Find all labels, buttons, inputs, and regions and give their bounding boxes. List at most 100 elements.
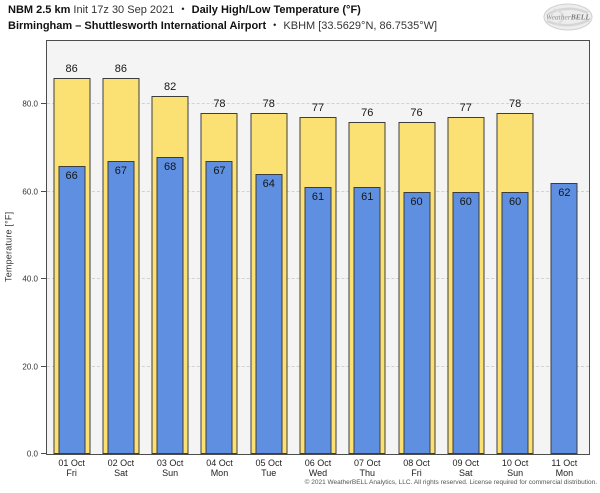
bullet-separator: •	[181, 4, 185, 14]
low-value-label: 60	[410, 195, 423, 208]
low-value-label: 61	[361, 191, 374, 204]
x-tick: 02 Oct Sat	[96, 454, 145, 478]
x-tick-date: 01 Oct	[58, 458, 85, 468]
x-tick-date: 02 Oct	[107, 458, 135, 468]
svg-text:WeatherBELL: WeatherBELL	[546, 13, 590, 22]
station-name: Birmingham – Shuttlesworth International…	[8, 20, 267, 32]
logo-text-weather: Weather	[546, 13, 571, 22]
x-tick-day: Fri	[66, 468, 77, 478]
bar-group: 77 61 06 Oct Wed	[293, 41, 342, 478]
chart-title-line2: Birmingham – Shuttlesworth International…	[8, 20, 437, 32]
x-tick: 08 Oct Fri	[392, 454, 441, 478]
low-value-label: 60	[508, 195, 522, 208]
y-tick-label: 0.0	[26, 449, 38, 459]
weatherbell-logo-icon: WeatherBELL	[542, 2, 594, 37]
x-tick-date: 09 Oct	[452, 458, 480, 468]
bar-group: 86 66 01 Oct Fri	[47, 41, 96, 478]
high-value-label: 76	[361, 106, 374, 119]
x-tick-date: 08 Oct	[403, 458, 430, 468]
bar-group: 82 68 03 Oct Sun	[146, 41, 195, 478]
y-tick-mark	[41, 103, 46, 105]
bullet-separator: •	[273, 20, 277, 30]
x-tick-date: 03 Oct	[156, 458, 184, 468]
x-tick-day: Mon	[555, 468, 574, 478]
x-tick: 07 Oct Thu	[343, 454, 392, 478]
x-tick-day: Sun	[162, 468, 179, 478]
station-id-coords: KBHM [33.5629°N, 86.7535°W]	[283, 20, 438, 32]
x-tick: 01 Oct Fri	[47, 454, 96, 478]
low-value-label: 62	[558, 187, 571, 200]
low-value-label: 64	[262, 178, 275, 191]
x-tick-day: Sun	[507, 468, 524, 478]
x-tick: 11 Oct Mon	[540, 454, 589, 478]
bar-group: 78 64 05 Oct Tue	[244, 41, 293, 478]
bar-group: 62 11 Oct Mon	[540, 41, 589, 478]
low-value-label: 67	[114, 165, 128, 178]
low-value-label: 61	[311, 191, 325, 204]
x-tick-day: Thu	[359, 468, 376, 478]
low-bar	[156, 156, 184, 454]
low-bar	[452, 191, 480, 454]
high-value-label: 76	[410, 106, 423, 119]
product-name: Daily High/Low Temperature (°F)	[191, 4, 361, 16]
bar-group: 78 67 04 Oct Mon	[195, 41, 244, 478]
x-tick-date: 05 Oct	[255, 458, 282, 468]
low-bar	[107, 161, 135, 454]
y-tick-label: 20.0	[22, 362, 38, 372]
bar-group: 86 67 02 Oct Sat	[96, 41, 145, 478]
init-time: Init 17z 30 Sep 2021	[73, 4, 175, 16]
x-tick: 03 Oct Sun	[146, 454, 195, 478]
y-tick-label: 40.0	[22, 274, 38, 284]
y-tick-mark	[41, 278, 46, 280]
x-tick: 06 Oct Wed	[293, 454, 342, 478]
y-tick-mark	[41, 190, 46, 192]
model-name: NBM 2.5 km	[8, 4, 71, 16]
high-value-label: 77	[459, 102, 472, 115]
bar-group: 77 60 09 Oct Sat	[441, 41, 490, 478]
x-tick-day: Sat	[114, 468, 128, 478]
x-tick-date: 10 Oct	[501, 458, 529, 468]
gridline	[47, 103, 589, 105]
high-value-label: 82	[164, 80, 177, 93]
x-tick-day: Sat	[459, 468, 473, 478]
high-value-label: 86	[65, 63, 78, 76]
low-bar	[501, 191, 529, 454]
copyright-notice: © 2021 WeatherBELL Analytics, LLC. All r…	[304, 479, 597, 486]
x-tick-day: Wed	[308, 468, 328, 478]
y-tick-mark	[41, 365, 46, 367]
y-tick-label: 60.0	[22, 187, 38, 197]
y-tick-label: 80.0	[22, 99, 38, 109]
x-tick-day: Mon	[210, 468, 229, 478]
logo-text-bell: BELL	[570, 13, 591, 22]
chart-title-line1: NBM 2.5 km Init 17z 30 Sep 2021 • Daily …	[8, 4, 361, 16]
x-tick-date: 11 Oct	[551, 458, 578, 468]
x-tick-date: 07 Oct	[354, 458, 381, 468]
low-value-label: 66	[65, 169, 78, 182]
low-bar	[550, 183, 578, 454]
high-value-label: 78	[262, 98, 275, 111]
x-tick: 10 Oct Sun	[490, 454, 539, 478]
x-tick-day: Fri	[411, 468, 422, 478]
high-value-label: 78	[508, 98, 522, 111]
low-value-label: 67	[213, 165, 226, 178]
x-tick: 09 Oct Sat	[441, 454, 490, 478]
y-axis-label: Temperature [°F]	[3, 211, 14, 282]
low-bar	[353, 187, 381, 454]
low-bar	[304, 187, 332, 454]
plot-area: 0.0 20.0 40.0 60.0 80.0 86 66 01 Oct Fri 86 67 02 O…	[22, 40, 590, 478]
low-bar	[255, 174, 283, 454]
bar-group: 78 60 10 Oct Sun	[490, 41, 539, 478]
x-tick: 04 Oct Mon	[195, 454, 244, 478]
x-tick: 05 Oct Tue	[244, 454, 293, 478]
x-tick-date: 04 Oct	[206, 458, 233, 468]
y-tick-mark	[41, 453, 46, 454]
high-value-label: 86	[114, 63, 128, 76]
x-tick-day: Tue	[261, 468, 277, 478]
bar-group: 76 60 08 Oct Fri	[392, 41, 441, 478]
x-tick-date: 06 Oct	[304, 458, 332, 468]
low-value-label: 60	[459, 195, 472, 208]
low-bar	[205, 161, 233, 454]
low-bar	[403, 191, 431, 454]
low-value-label: 68	[164, 160, 177, 173]
bar-group: 76 61 07 Oct Thu	[343, 41, 392, 478]
